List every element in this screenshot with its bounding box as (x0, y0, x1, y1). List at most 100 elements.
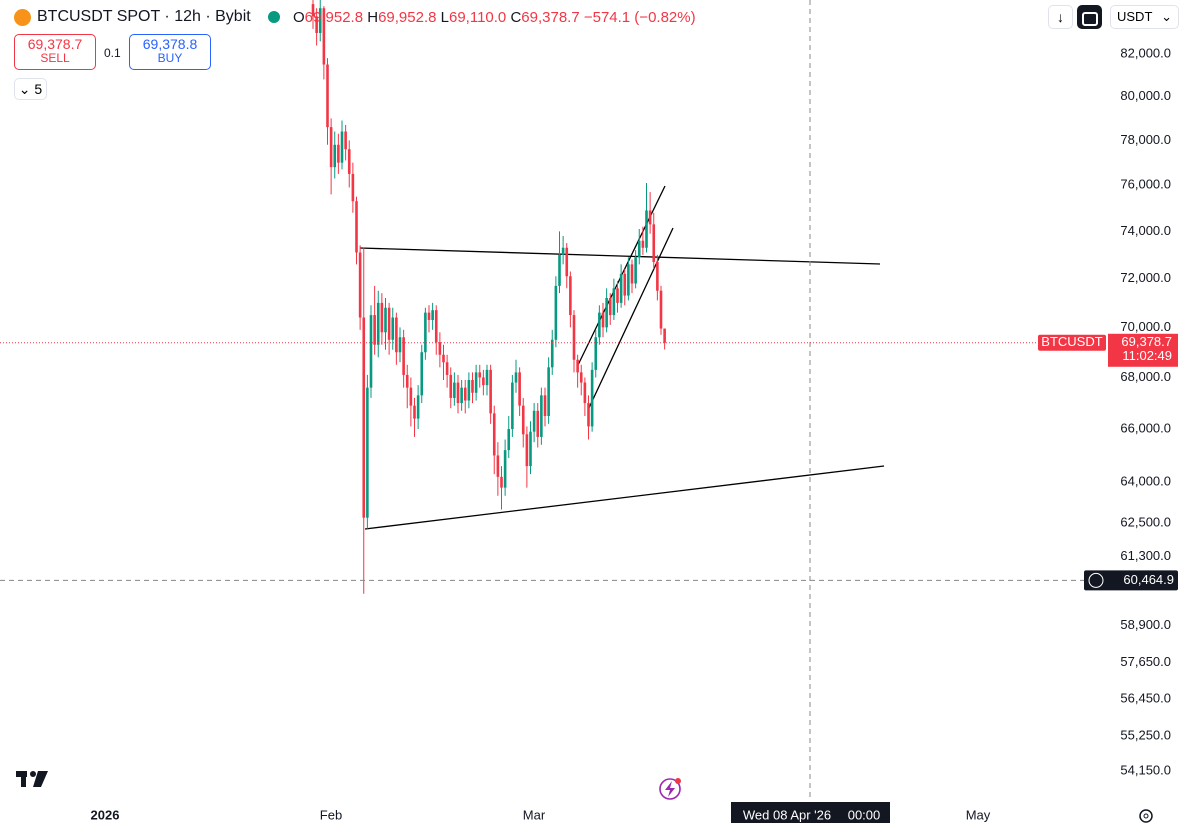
candle-body (536, 410, 540, 437)
last-price-symbol: BTCUSDT (1041, 334, 1102, 349)
y-tick-label: 58,900.0 (1120, 617, 1171, 632)
candle-body (656, 261, 659, 291)
candle-body (474, 372, 478, 393)
candle-body (525, 434, 529, 467)
y-tick-label: 76,000.0 (1120, 177, 1171, 192)
candle-body (315, 16, 318, 33)
channel-line (587, 227, 674, 411)
low-value: 69,110.0 (448, 9, 507, 26)
candle-body (503, 450, 507, 488)
candle-body (630, 264, 634, 284)
low-label: L (440, 9, 449, 26)
candle-body (587, 403, 590, 427)
candle-body (402, 337, 405, 375)
candle-body (326, 64, 329, 128)
candle-body (467, 380, 471, 401)
candle-body (623, 273, 627, 296)
candle-body (384, 307, 387, 333)
buy-price: 69,378.8 (142, 36, 198, 52)
candle-body (333, 144, 337, 168)
x-tick-label: 2026 (91, 807, 120, 822)
candle-body (431, 310, 434, 320)
candle-body (612, 288, 616, 316)
buy-button[interactable]: 69,378.8 BUY (129, 34, 211, 70)
candle-body (420, 352, 424, 396)
crosshair-clock: 00:00 (848, 807, 881, 822)
candle-body (391, 317, 395, 340)
candle-body (616, 288, 619, 303)
candle-body (373, 315, 376, 345)
candle-body (380, 302, 384, 333)
candle-body (550, 339, 554, 368)
indicators-toggle[interactable]: ⌄ 5 (14, 78, 47, 100)
settings-icon[interactable] (1139, 809, 1153, 823)
sell-button[interactable]: 69,378.7 SELL (14, 34, 96, 70)
x-tick-label: May (966, 807, 991, 822)
y-tick-label: 64,000.0 (1120, 474, 1171, 489)
candle-body (438, 342, 442, 355)
candle-body (579, 372, 583, 383)
crosshair-price: 60,464.9 (1123, 572, 1174, 587)
candle-body (445, 362, 449, 375)
symbol: BTCUSDT SPOT · 12h · Bybit (37, 8, 251, 25)
candle-body (449, 374, 453, 398)
y-tick-label: 66,000.0 (1120, 420, 1171, 435)
sell-label: SELL (40, 51, 70, 65)
candle-body (648, 210, 652, 225)
crosshair-time-tag (731, 802, 890, 823)
y-tick-label: 68,000.0 (1120, 369, 1171, 384)
chevron: ⌄ (1161, 9, 1172, 24)
candle-body (395, 317, 398, 353)
candle-body (369, 315, 373, 388)
y-tick-label: 55,250.0 (1120, 728, 1171, 743)
candle-body (318, 8, 322, 33)
y-tick-label: 62,500.0 (1120, 515, 1171, 530)
y-tick-label: 72,000.0 (1120, 270, 1171, 285)
close-label: C (510, 9, 522, 26)
x-tick-label: Mar (523, 807, 546, 822)
candle-body (478, 372, 482, 378)
candle-body (358, 252, 362, 318)
y-tick-label: 80,000.0 (1120, 88, 1171, 103)
candle-body (463, 387, 467, 401)
lightning-icon[interactable] (659, 778, 681, 800)
candle-body (663, 328, 666, 343)
bitcoin-icon (14, 9, 31, 26)
candle-body (500, 476, 503, 488)
screen-icon (1081, 12, 1098, 26)
ohlc: O69,952.8 H69,952.8 L69,110.0 C69,378.7 … (293, 9, 696, 26)
high-value: 69,952.8 (378, 9, 437, 26)
candle-body (337, 144, 340, 163)
candle-body (540, 395, 543, 437)
candle-body (489, 369, 492, 414)
candle-body (347, 149, 351, 174)
candle-body (471, 380, 474, 393)
y-tick-label: 61,300.0 (1120, 548, 1171, 563)
crosshair-plus (1088, 572, 1104, 588)
candle-body (340, 131, 344, 163)
candle-body (569, 276, 572, 316)
candle-body (434, 310, 438, 343)
candle-body (543, 395, 547, 417)
open-label: O (293, 9, 305, 26)
candle-body (529, 431, 532, 467)
quantity[interactable]: 0.1 (104, 46, 121, 60)
buy-label: BUY (157, 51, 183, 65)
candle-body (366, 387, 369, 518)
high-label: H (367, 9, 379, 26)
screen-button[interactable] (1077, 5, 1102, 29)
currency: USDT (1117, 9, 1153, 24)
last-price-axis-tag (1108, 333, 1178, 367)
candle-body (405, 374, 409, 388)
crosshair-time: Wed 08 Apr '26 (743, 807, 831, 822)
download-button[interactable]: ↓ (1048, 5, 1073, 29)
candle-body (514, 372, 518, 383)
candle-body (460, 387, 463, 404)
y-tick-label: 56,450.0 (1120, 691, 1171, 706)
x-tick-label: Feb (320, 807, 342, 822)
candle-body (351, 173, 355, 202)
currency-select[interactable]: USDT ⌄ (1110, 5, 1179, 29)
candle-body (532, 410, 536, 432)
candle-body (311, 4, 315, 17)
